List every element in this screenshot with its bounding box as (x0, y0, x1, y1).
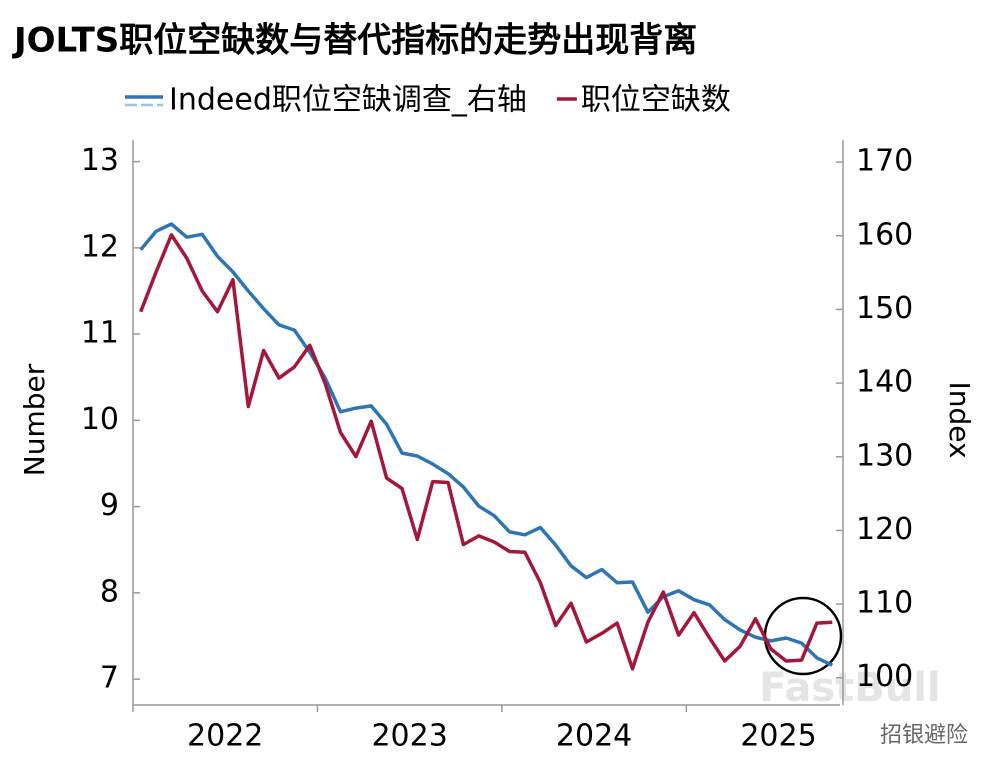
y-tick-label: 9 (100, 488, 119, 523)
y-tick-label: 12 (81, 229, 119, 264)
x-tick-label: 2022 (187, 719, 263, 754)
y-tick-label: 8 (100, 574, 119, 609)
y-tick-label: 10 (81, 402, 119, 437)
y-tick-label: 13 (81, 143, 119, 178)
x-tick-label: 2024 (556, 719, 632, 754)
y2-tick-label: 160 (856, 217, 913, 252)
chart-title: JOLTS职位空缺数与替代指标的走势出现背离 (12, 21, 697, 61)
y-tick-label: 11 (81, 316, 119, 351)
y2-tick-label: 100 (856, 659, 913, 694)
series-line (139, 233, 833, 671)
legend-label: 职位空缺数 (581, 83, 731, 118)
y2-tick-label: 150 (856, 291, 913, 326)
x-tick-label: 2025 (740, 719, 816, 754)
y2-tick-label: 110 (856, 586, 913, 621)
watermark: FastBull (759, 665, 940, 711)
y2-tick-label: 130 (856, 438, 913, 473)
y-tick-label: 7 (100, 661, 119, 696)
y-axis-label: Number (18, 363, 51, 476)
y2-tick-label: 120 (856, 512, 913, 547)
y2-tick-label: 140 (856, 365, 913, 400)
y2-axis-label: Index (943, 381, 976, 458)
x-tick-label: 2023 (371, 719, 447, 754)
series-line (139, 222, 834, 667)
source: 招银避险 (880, 723, 968, 748)
legend-label: Indeed职位空缺调查_右轴 (169, 83, 527, 118)
y2-tick-label: 170 (856, 144, 913, 179)
